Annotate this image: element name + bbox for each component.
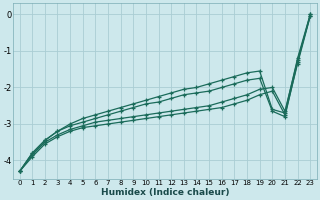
X-axis label: Humidex (Indice chaleur): Humidex (Indice chaleur)	[100, 188, 229, 197]
